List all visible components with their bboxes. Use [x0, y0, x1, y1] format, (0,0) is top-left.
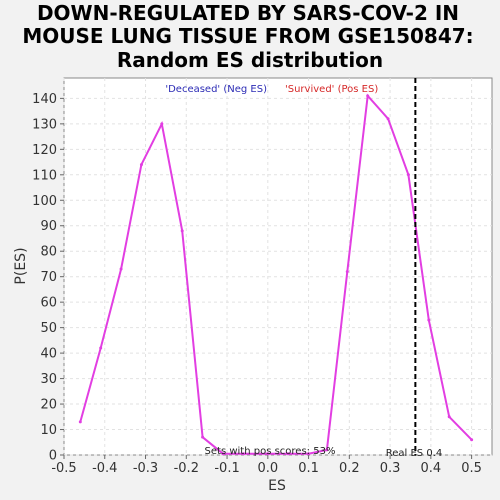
y-tick-label: 70 — [40, 270, 57, 285]
y-tick-label: 140 — [32, 92, 57, 107]
y-tick-label: 80 — [40, 245, 57, 260]
data-point — [160, 122, 164, 126]
data-points — [78, 94, 474, 456]
data-point — [119, 267, 123, 271]
pos-scores-annotation: Sets with pos scores: 53% — [205, 446, 336, 457]
y-tick-label: 130 — [32, 117, 57, 132]
legend-entry-survived: 'Survived' (Pos ES) — [285, 84, 378, 95]
x-tick-label: 0.0 — [257, 461, 278, 476]
data-point — [386, 117, 390, 121]
data-point — [447, 415, 451, 419]
data-point — [470, 438, 474, 442]
data-point — [366, 94, 370, 98]
data-point — [345, 270, 349, 274]
data-point — [325, 448, 329, 452]
y-tick-label: 30 — [40, 372, 57, 387]
x-tick-label: 0.3 — [380, 461, 401, 476]
x-tick-label: -0.3 — [133, 461, 158, 476]
chart-title-line-2: MOUSE LUNG TISSUE FROM GSE150847: — [22, 24, 473, 48]
plot-area — [63, 77, 493, 456]
y-tick-label: 120 — [32, 143, 57, 158]
data-point — [99, 346, 103, 350]
es-distribution-line — [79, 93, 473, 455]
data-point — [427, 318, 431, 322]
y-tick-label: 90 — [40, 219, 57, 234]
chart-title-line-3: Random ES distribution — [117, 48, 383, 72]
y-tick-label: 100 — [32, 194, 57, 209]
x-tick-label: 0.1 — [298, 461, 319, 476]
data-point — [221, 452, 225, 456]
x-tick-label: -0.1 — [214, 461, 239, 476]
legend-entry-deceased: 'Deceased' (Neg ES) — [165, 84, 267, 95]
data-point — [266, 452, 270, 456]
x-tick-label: 0.4 — [421, 461, 442, 476]
y-tick-label: 60 — [40, 296, 57, 311]
data-point — [406, 173, 410, 177]
y-tick-label: 40 — [40, 347, 57, 362]
x-tick-label: 0.2 — [339, 461, 360, 476]
data-point — [241, 452, 245, 456]
data-point — [201, 435, 205, 439]
real-es-annotation: Real ES 0.4 — [386, 448, 442, 459]
data-point — [78, 420, 82, 424]
x-tick-label: -0.5 — [51, 461, 76, 476]
grid-lines — [63, 78, 492, 456]
x-tick-label: -0.4 — [92, 461, 117, 476]
x-tick-label: -0.2 — [174, 461, 199, 476]
x-axis-label: ES — [268, 478, 286, 494]
y-tick-label: 10 — [40, 423, 57, 438]
data-point — [286, 452, 290, 456]
y-tick-label: 0 — [49, 449, 57, 464]
y-tick-label: 110 — [32, 168, 57, 183]
data-point — [307, 452, 311, 456]
axis-ticks: -0.5 -0.4 -0.3 -0.2 -0.1 0.0 0.1 0.2 0.3 0.4 0.5 0 1… — [32, 92, 482, 476]
x-tick-label: 0.5 — [461, 461, 482, 476]
y-tick-label: 50 — [40, 321, 57, 336]
legend: 'Deceased' (Neg ES) 'Survived' (Pos ES) — [165, 84, 378, 95]
chart-title-line-1: DOWN-REGULATED BY SARS-COV-2 IN — [37, 1, 459, 25]
data-point — [180, 229, 184, 233]
y-axis-label: P(ES) — [13, 247, 29, 284]
data-point — [139, 163, 143, 167]
y-tick-label: 20 — [40, 398, 57, 413]
